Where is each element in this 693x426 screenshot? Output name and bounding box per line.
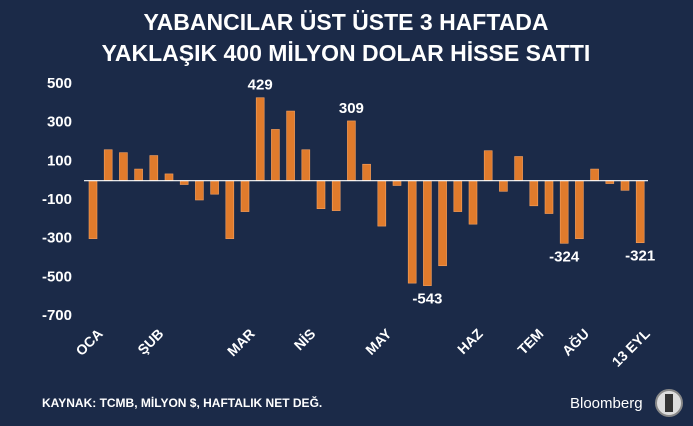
bar — [149, 155, 159, 181]
bar — [103, 149, 113, 181]
y-tick-label: 500 — [47, 75, 72, 92]
value-label: -324 — [549, 248, 580, 265]
bar — [347, 120, 356, 181]
bar — [362, 163, 371, 181]
y-tick-label: 300 — [47, 114, 72, 131]
bar — [544, 180, 554, 214]
bar — [164, 173, 174, 181]
bar — [210, 180, 219, 195]
bar — [453, 180, 463, 212]
brand: Bloomberg — [570, 395, 643, 412]
y-tick-label: -100 — [42, 191, 72, 208]
bar — [423, 180, 432, 286]
bar — [620, 180, 630, 191]
value-label: -321 — [625, 248, 655, 265]
bar — [271, 129, 280, 181]
value-label: -543 — [412, 291, 442, 308]
chart-title: YAKLAŞIK 400 MİLYON DOLAR HİSSE SATTI — [102, 40, 591, 66]
bar — [134, 168, 143, 181]
y-tick-label: 100 — [47, 152, 72, 169]
bar — [377, 180, 387, 227]
bar — [119, 152, 128, 181]
bar — [240, 180, 250, 212]
chart-title: YABANCILAR ÜST ÜSTE 3 HAFTADA — [143, 9, 548, 35]
bar — [301, 149, 311, 181]
bar — [331, 180, 341, 211]
bar — [286, 110, 295, 181]
bar — [392, 180, 402, 186]
logo-mark — [665, 394, 673, 412]
bar — [407, 180, 417, 284]
value-label: 429 — [248, 77, 273, 94]
y-tick-label: -500 — [42, 268, 72, 285]
bar — [559, 180, 569, 244]
bar — [529, 180, 539, 207]
bar — [468, 180, 478, 225]
bar — [316, 180, 326, 210]
value-label: 309 — [339, 100, 364, 117]
bar — [514, 156, 523, 181]
bar — [225, 180, 235, 239]
bar — [255, 97, 265, 181]
source-note: KAYNAK: TCMB, MİLYON $, HAFTALIK NET DEĞ… — [42, 395, 322, 410]
y-tick-label: -300 — [42, 230, 72, 247]
bar — [483, 150, 493, 181]
bar — [88, 180, 98, 239]
bar — [635, 180, 645, 244]
bar — [438, 180, 447, 267]
bar — [195, 180, 204, 201]
bar — [575, 180, 584, 239]
y-tick-label: -700 — [42, 307, 72, 324]
bar — [499, 180, 508, 192]
bar — [590, 168, 599, 181]
